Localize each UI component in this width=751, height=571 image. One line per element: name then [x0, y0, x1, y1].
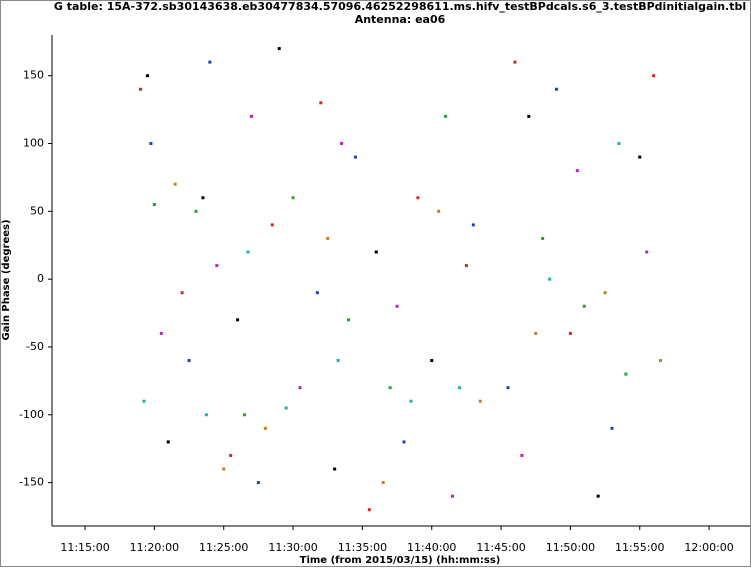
chart-subtitle: Antenna: ea06	[355, 13, 446, 26]
point	[246, 250, 250, 254]
point	[388, 386, 392, 390]
y-tick-label: -150	[19, 476, 44, 489]
point	[582, 304, 586, 308]
point	[437, 209, 441, 213]
point	[256, 481, 260, 485]
point	[659, 359, 663, 363]
point	[194, 209, 198, 213]
point	[263, 426, 267, 430]
point	[652, 74, 656, 78]
point	[187, 359, 191, 363]
point	[548, 277, 552, 281]
chart-title: G table: 15A-372.sb30143638.eb30477834.5…	[54, 0, 746, 13]
point	[229, 453, 233, 457]
point	[277, 47, 281, 51]
x-tick-label: 11:30:00	[268, 541, 317, 554]
y-tick-label: -50	[26, 340, 44, 353]
point	[284, 406, 288, 410]
point	[617, 142, 621, 146]
point	[541, 236, 545, 240]
y-axis-label: Gain Phase (degrees)	[1, 219, 12, 340]
point	[149, 142, 153, 146]
point	[381, 481, 385, 485]
x-tick-label: 12:00:00	[684, 541, 733, 554]
point	[145, 74, 149, 78]
point	[208, 60, 212, 64]
point	[596, 494, 600, 498]
point	[180, 291, 184, 295]
point	[478, 399, 482, 403]
point	[249, 114, 253, 118]
y-tick-label: 150	[23, 69, 44, 82]
point	[638, 155, 642, 159]
x-tick-label: 11:25:00	[199, 541, 248, 554]
y-tick-label: 100	[23, 137, 44, 150]
x-axis-label: Time (from 2015/03/15) (hh:mm:ss)	[300, 555, 501, 566]
point	[270, 223, 274, 227]
point	[340, 142, 344, 146]
x-tick-label: 11:50:00	[546, 541, 595, 554]
point	[347, 318, 351, 322]
y-tick-label: 0	[37, 272, 44, 285]
x-tick-label: 11:40:00	[407, 541, 456, 554]
point	[201, 196, 205, 200]
x-tick-label: 11:15:00	[60, 541, 109, 554]
point	[451, 494, 455, 498]
point	[471, 223, 475, 227]
point	[326, 236, 330, 240]
point	[215, 264, 219, 268]
point	[416, 196, 420, 200]
point	[336, 359, 340, 363]
point	[243, 413, 247, 417]
point	[204, 413, 208, 417]
x-tick-label: 11:20:00	[130, 541, 179, 554]
y-tick-label: -100	[19, 408, 44, 421]
point	[520, 453, 524, 457]
point	[624, 372, 628, 376]
point	[315, 291, 319, 295]
point	[166, 440, 170, 444]
point	[568, 331, 572, 335]
point	[457, 386, 461, 390]
point	[367, 508, 371, 512]
point	[527, 114, 531, 118]
point	[333, 467, 337, 471]
point	[222, 467, 226, 471]
point	[142, 399, 146, 403]
point	[236, 318, 240, 322]
point	[555, 87, 559, 91]
y-tick-label: 50	[30, 204, 44, 217]
point	[402, 440, 406, 444]
point	[298, 386, 302, 390]
point	[395, 304, 399, 308]
point	[645, 250, 649, 254]
point	[464, 264, 468, 268]
point	[603, 291, 607, 295]
point	[534, 331, 538, 335]
point	[513, 60, 517, 64]
point	[139, 87, 143, 91]
point	[374, 250, 378, 254]
x-tick-label: 11:35:00	[338, 541, 387, 554]
point	[291, 196, 295, 200]
x-tick-label: 11:55:00	[615, 541, 664, 554]
point	[409, 399, 413, 403]
point	[444, 114, 448, 118]
x-tick-label: 11:45:00	[476, 541, 525, 554]
point	[173, 182, 177, 186]
point	[159, 331, 163, 335]
point	[575, 169, 579, 173]
point	[430, 359, 434, 363]
point	[319, 101, 323, 105]
point	[152, 203, 156, 207]
point	[506, 386, 510, 390]
point	[353, 155, 357, 159]
point	[610, 426, 614, 430]
